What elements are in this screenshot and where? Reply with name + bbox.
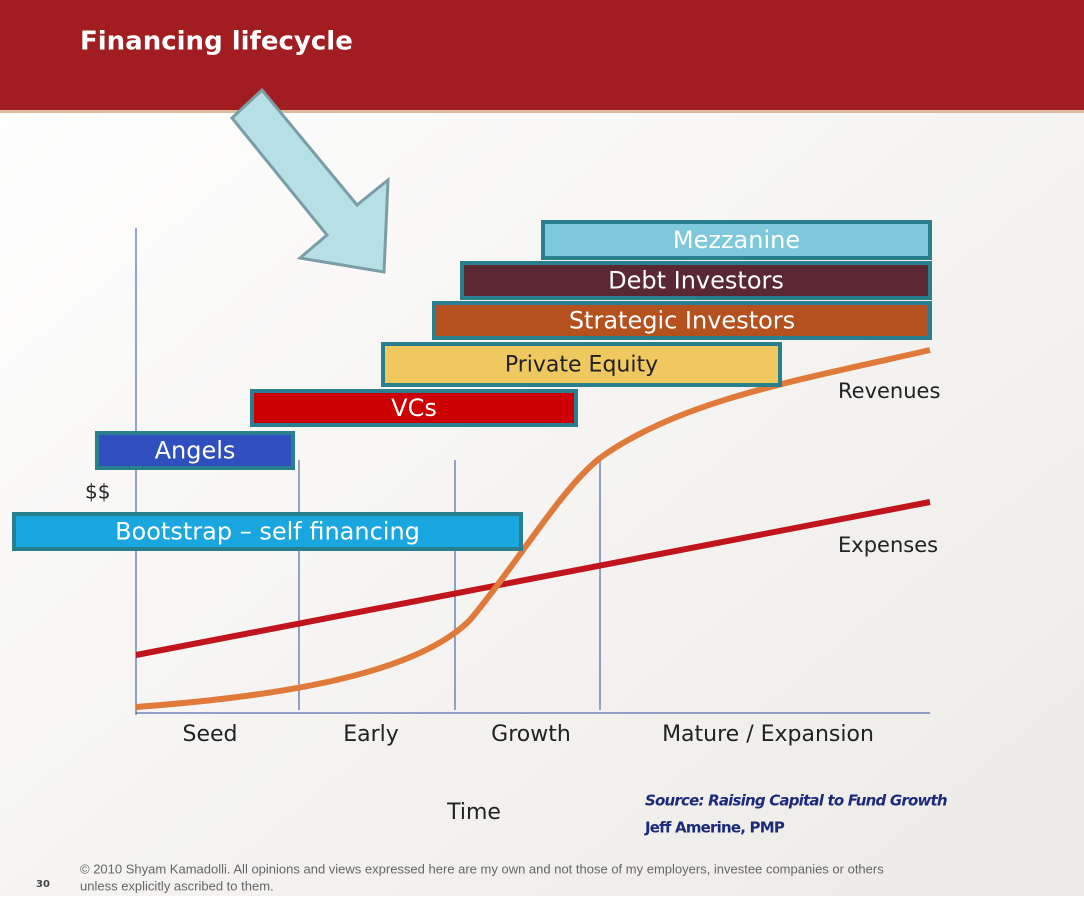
- copyright: unless explicitly ascribed to them.: [80, 878, 274, 893]
- y-label: $$: [85, 480, 110, 504]
- funding-bar: [250, 389, 578, 427]
- stage-label: Early: [343, 722, 399, 747]
- funding-bar: [460, 261, 932, 300]
- funding-bar: [12, 512, 523, 551]
- title: Financing lifecycle: [80, 27, 353, 57]
- funding-bar: [381, 342, 782, 387]
- funding-bar: [432, 301, 932, 340]
- funding-label: Private Equity: [505, 353, 658, 378]
- copyright: © 2010 Shyam Kamadolli. All opinions and…: [80, 861, 884, 876]
- funding-bar: [95, 431, 295, 470]
- curve-label: Revenues: [838, 379, 940, 403]
- funding-label: Strategic Investors: [569, 307, 795, 335]
- funding-bar: [541, 220, 932, 260]
- curve-label: Expenses: [838, 533, 938, 557]
- stage-label: Seed: [183, 722, 238, 747]
- funding-label: Debt Investors: [608, 267, 784, 295]
- stage-label: Mature / Expansion: [662, 722, 874, 747]
- page-number: 30: [36, 879, 50, 890]
- funding-label: Mezzanine: [673, 226, 800, 254]
- source-author: Jeff Amerine, PMP: [644, 819, 785, 837]
- source: Source: Raising Capital to Fund Growth: [645, 792, 947, 810]
- funding-label: Bootstrap – self financing: [115, 518, 420, 546]
- revenues-curve: [135, 347, 931, 710]
- stage-label: Growth: [491, 722, 571, 747]
- x-label: Time: [446, 800, 501, 825]
- funding-label: Angels: [155, 437, 236, 465]
- arrow: [229, 87, 390, 274]
- expenses-curve: [135, 499, 931, 658]
- funding-label: VCs: [391, 394, 437, 422]
- header-band: [0, 0, 1084, 110]
- header-rule: [0, 110, 1084, 113]
